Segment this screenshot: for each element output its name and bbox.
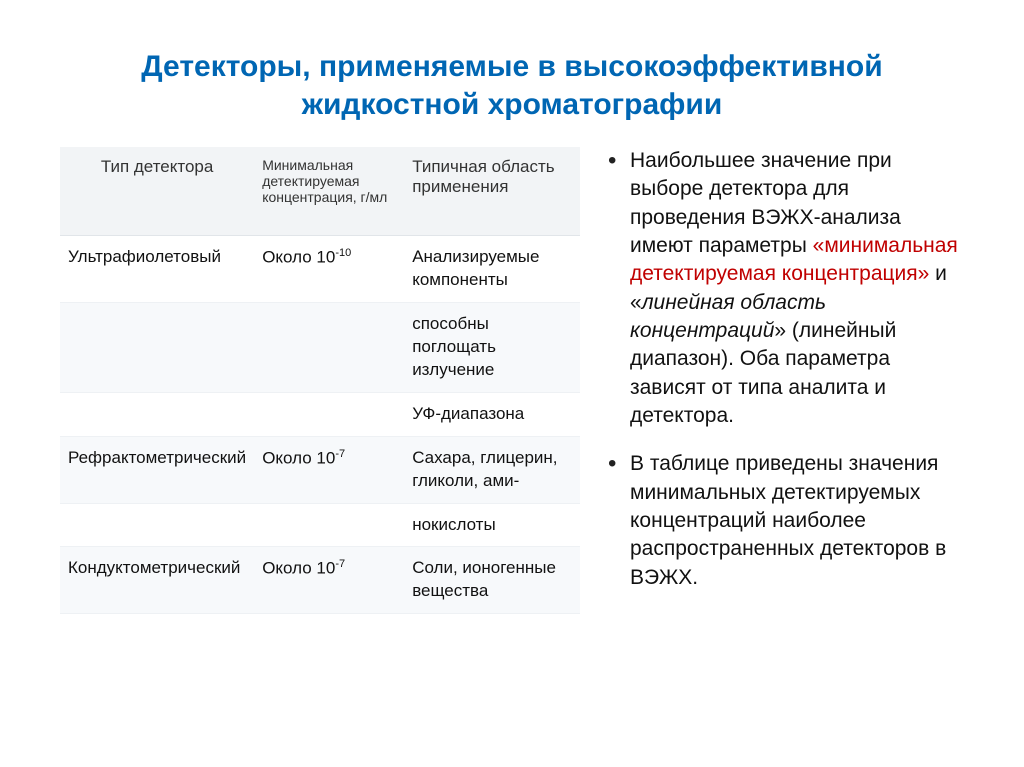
conc-exp: -10 [335,247,351,259]
cell-app: нокислоты [404,503,580,547]
cell-app: способны поглощать излучение [404,302,580,392]
table-row: Рефрактометрический Около 10-7 Сахара, г… [60,436,580,503]
bullet-list: Наибольшее значение при выборе детектора… [608,147,964,592]
cell-app: Соли, ионогенные вещества [404,547,580,614]
cell-type [60,392,254,436]
cell-conc [254,302,404,392]
detectors-table: Тип детектора Минимальная детектируемая … [60,147,580,614]
th-app: Типичная область применения [404,147,580,236]
cell-conc [254,392,404,436]
conc-base: Около 10 [262,448,335,467]
cell-conc [254,503,404,547]
table-body: Ультрафиолетовый Около 10-10 Анализируем… [60,236,580,614]
conc-base: Около 10 [262,248,335,267]
cell-type: Рефрактометрический [60,436,254,503]
cell-app: Анализируемые компоненты [404,236,580,303]
cell-conc: Около 10-7 [254,547,404,614]
conc-base: Около 10 [262,559,335,578]
table-header-row: Тип детектора Минимальная детектируемая … [60,147,580,236]
table-row: Кондуктометрический Около 10-7 Соли, ион… [60,547,580,614]
table-row: нокислоты [60,503,580,547]
table-row: Ультрафиолетовый Около 10-10 Анализируем… [60,236,580,303]
cell-conc: Около 10-7 [254,436,404,503]
cell-type [60,503,254,547]
cell-app: УФ-диапазона [404,392,580,436]
th-type: Тип детектора [60,147,254,236]
bullet-area: Наибольшее значение при выборе детектора… [608,147,964,612]
bullet-1: Наибольшее значение при выборе детектора… [608,147,964,430]
table-wrapper: Тип детектора Минимальная детектируемая … [60,147,580,614]
conc-exp: -7 [335,448,345,460]
table-row: УФ-диапазона [60,392,580,436]
table-row: способны поглощать излучение [60,302,580,392]
cell-type: Кондуктометрический [60,547,254,614]
cell-app: Сахара, глицерин, гликоли, ами- [404,436,580,503]
cell-type [60,302,254,392]
content-row: Тип детектора Минимальная детектируемая … [60,147,964,737]
slide-title: Детекторы, применяемые в высокоэффективн… [60,48,964,123]
cell-type: Ультрафиолетовый [60,236,254,303]
th-conc: Минимальная детектируемая концентрация, … [254,147,404,236]
conc-exp: -7 [335,558,345,570]
slide-container: Детекторы, применяемые в высокоэффективн… [0,0,1024,767]
cell-conc: Около 10-10 [254,236,404,303]
bullet-2: В таблице приведены значения минимальных… [608,450,964,592]
